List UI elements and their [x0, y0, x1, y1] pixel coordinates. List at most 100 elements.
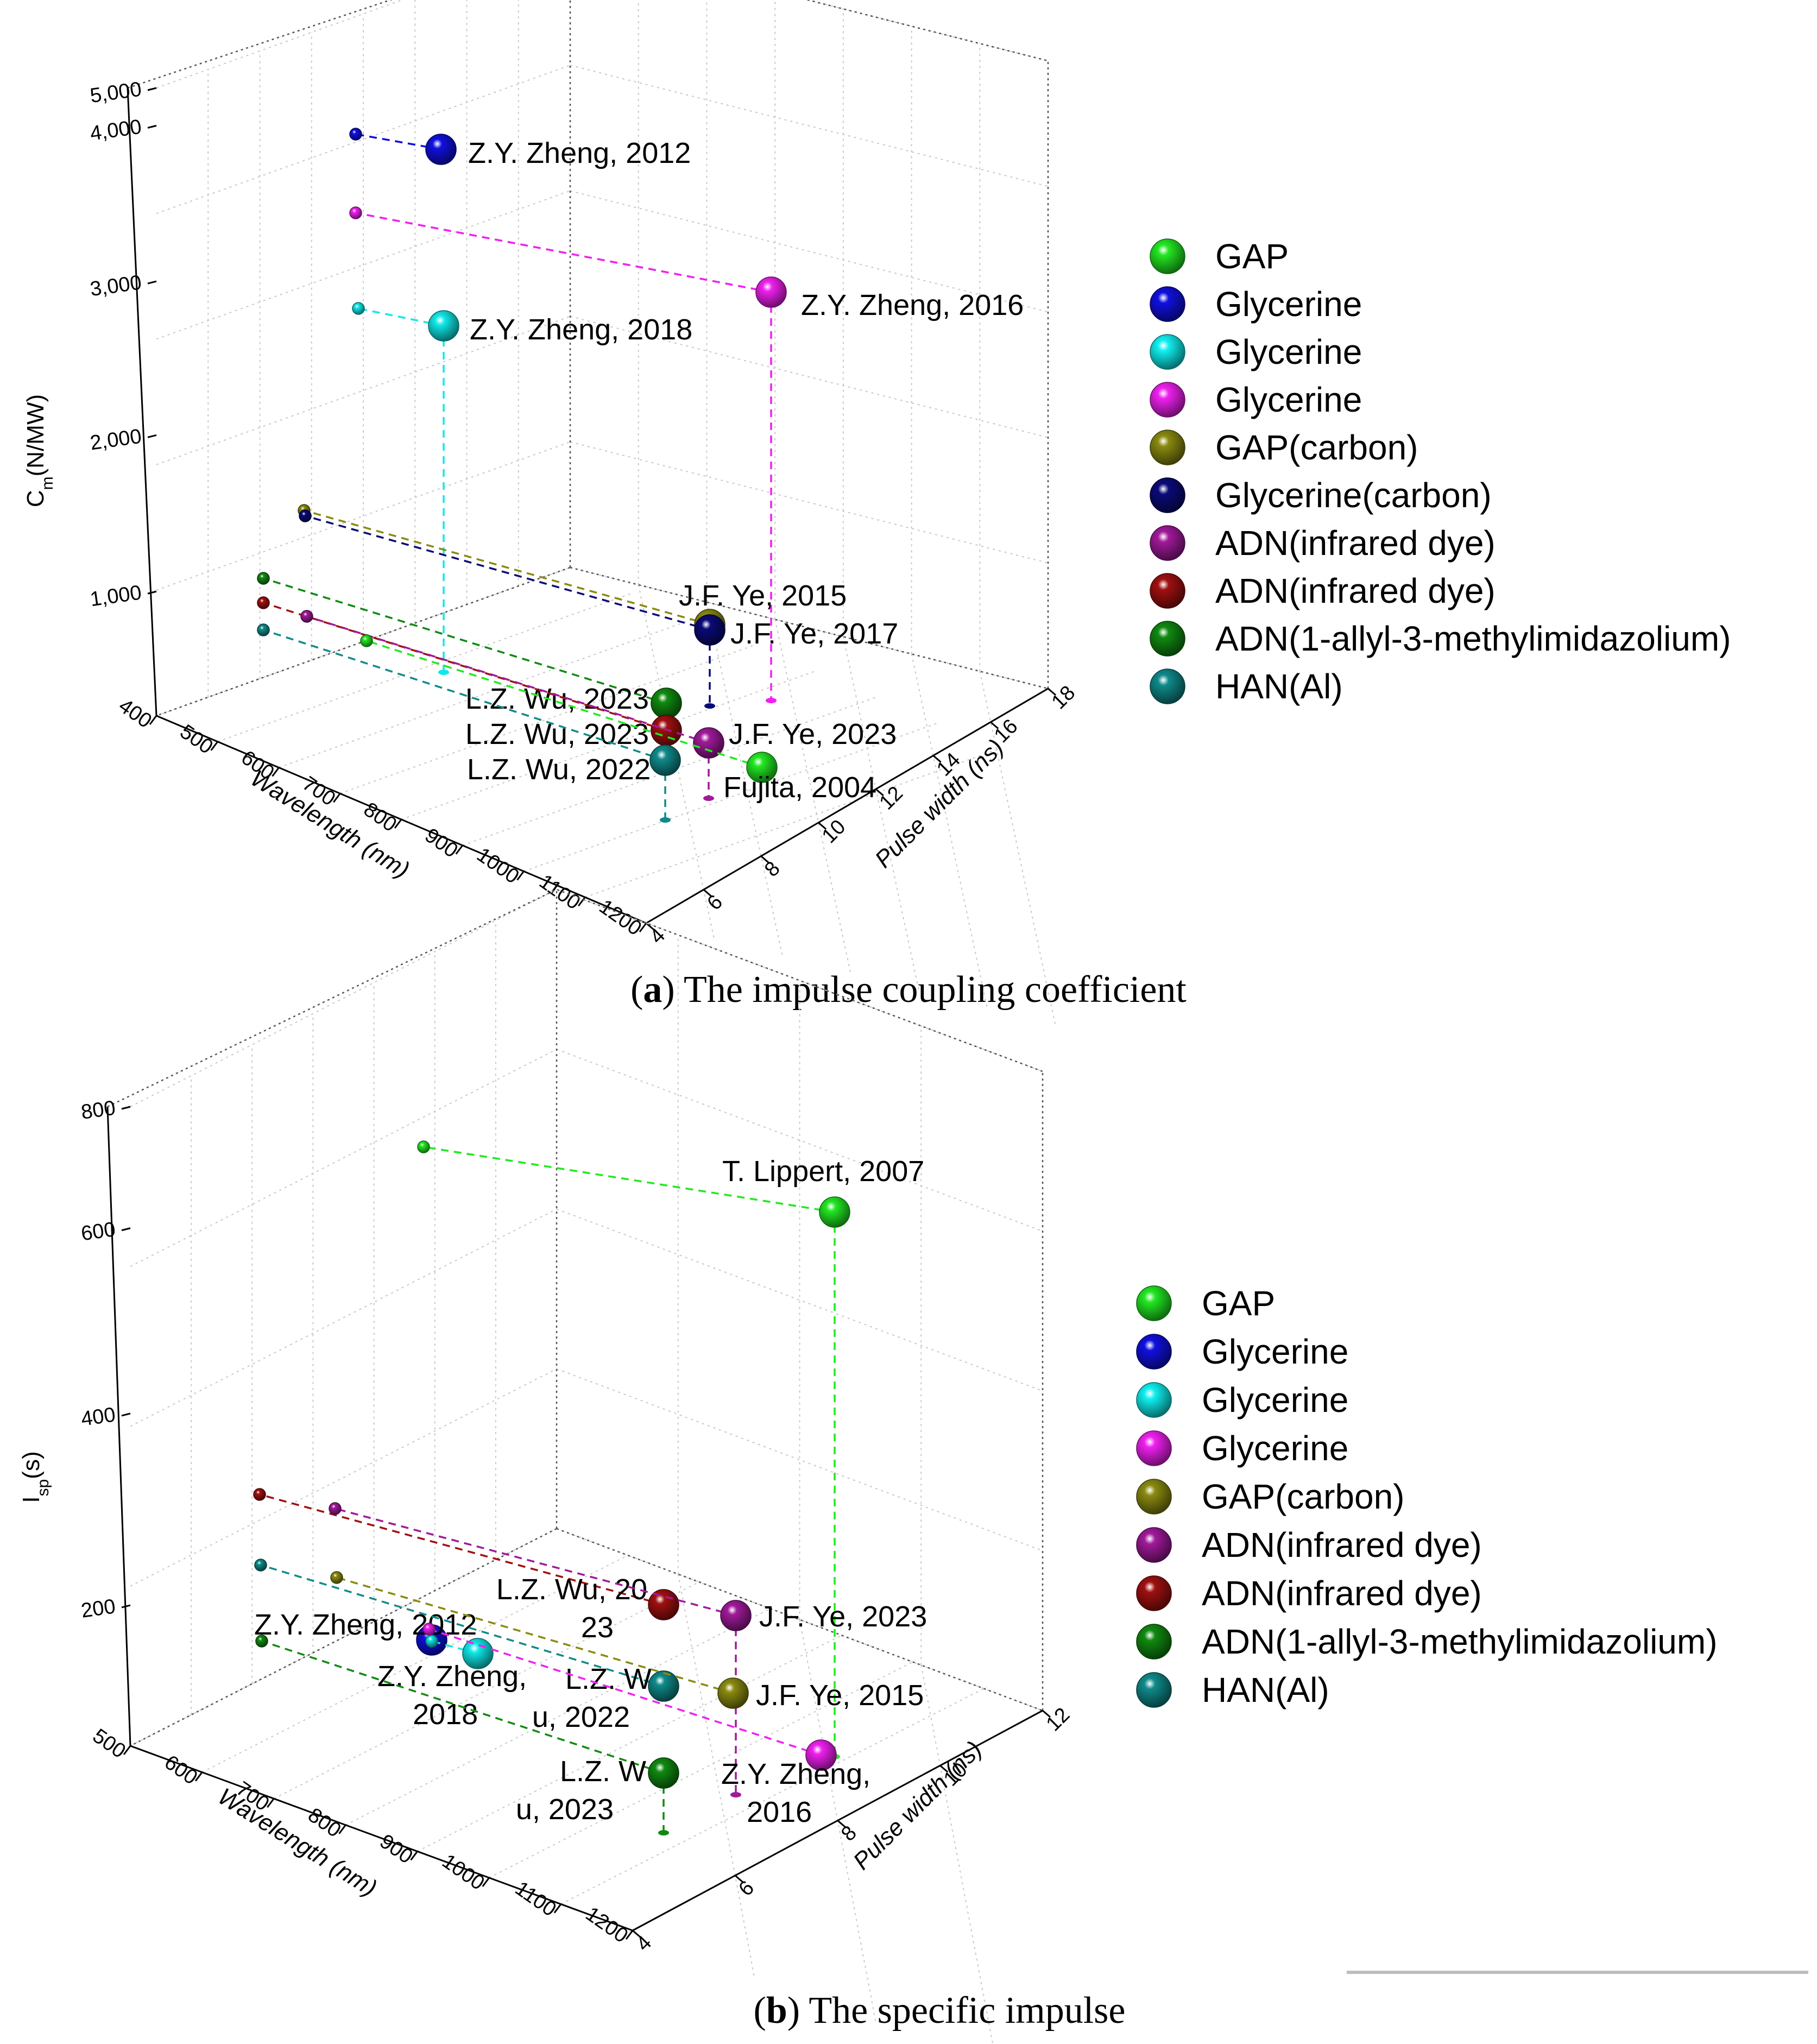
x-tick-label: 1000 [438, 1850, 488, 1895]
x-tick [482, 1877, 490, 1887]
point-wall-projection [255, 1635, 268, 1648]
y-tick-label: 4,000 [89, 116, 143, 146]
z-tick-label: 6 [703, 891, 727, 915]
point-wall-projection [425, 1635, 438, 1648]
data-point [648, 1589, 679, 1620]
point-label: T. Lippert, 2007 [722, 1155, 924, 1188]
x-tick-label: 500 [89, 1725, 130, 1763]
gridline-floor [911, 654, 988, 1010]
point-wall-projection [360, 634, 373, 647]
caption-paren: ( [630, 969, 643, 1011]
box-edge-top [127, 0, 1049, 89]
z-tick [818, 822, 827, 830]
legend-label: GAP(carbon) [1202, 1477, 1404, 1516]
gridline-floor [345, 1607, 772, 1826]
point-wall-line [263, 629, 666, 761]
point-label-line: L.Z. W [560, 1755, 646, 1788]
z-tick [932, 755, 942, 763]
z-tick-label: 8 [760, 857, 785, 881]
gridline-floor [401, 671, 816, 820]
z-tick [760, 855, 769, 863]
data-point [648, 1670, 679, 1702]
x-tick-label: 1000 [472, 843, 523, 888]
x-tick [625, 1930, 634, 1940]
data-point [694, 614, 725, 646]
z-tick [734, 1875, 743, 1883]
legend-label: ADN(1-allyl-3-methylimidazolium) [1202, 1622, 1718, 1661]
point-wall-projection [352, 302, 365, 315]
data-point [428, 310, 459, 342]
x-tick [639, 923, 647, 932]
point-label-line: L.Z. W [565, 1663, 652, 1695]
legend-label: Glycerine [1215, 332, 1362, 371]
data-point [755, 276, 787, 308]
x-tick [578, 897, 586, 907]
gridline-horizontal [130, 1208, 557, 1427]
point-label: Z.Y. Zheng, 2012 [468, 137, 691, 169]
data-point [649, 745, 681, 776]
y-axis-title: Isp(s) [18, 1451, 52, 1503]
box-edge-floor [570, 566, 1049, 690]
panel-caption: (a) The impulse coupling coefficient [630, 969, 1187, 1011]
data-point [651, 687, 682, 719]
z-tick-label: 12 [1042, 1704, 1075, 1736]
y-tick [121, 1604, 131, 1608]
point-label: Z.Y. Zheng, 2018 [377, 1660, 535, 1731]
point-wall-line [305, 515, 710, 631]
caption-paren: ( [754, 1990, 766, 2032]
y-tick [147, 87, 157, 91]
gridline-floor [489, 1660, 916, 1878]
point-label: Z.Y. Zheng, 2018 [470, 313, 692, 346]
y-tick-label: 600 [80, 1218, 117, 1245]
gridline-horizontal [570, 190, 1049, 313]
legend-marker [1150, 430, 1185, 465]
data-point [425, 134, 457, 165]
y-tick-label: 400 [80, 1403, 117, 1430]
point-wall-line [335, 1507, 736, 1617]
caption-paren: ) [662, 969, 674, 1011]
point-floor-projection [660, 817, 671, 823]
point-wall-projection [257, 572, 270, 585]
gridline-horizontal [156, 190, 571, 340]
point-wall-line [366, 640, 762, 768]
legend-marker [1150, 621, 1185, 657]
point-wall-line [304, 509, 710, 626]
gridline-horizontal [130, 889, 557, 1107]
gridline-horizontal [156, 65, 571, 215]
x-tick-label: 900 [375, 1830, 417, 1869]
z-axis-title: Pulse width (ns) [848, 1736, 987, 1875]
x-tick-label: 1200 [582, 1902, 632, 1947]
gridline-floor [584, 748, 999, 898]
point-wall-projection [253, 1488, 266, 1501]
z-tick [939, 1765, 949, 1773]
gridline-floor [462, 696, 877, 846]
point-label: Fujita, 2004 [723, 771, 876, 804]
point-label: L.Z. Wu, 2023 [465, 718, 649, 750]
point-wall-projection [422, 1623, 436, 1636]
y-axis [127, 87, 157, 716]
point-label: L.Z. W u, 2022 [532, 1663, 652, 1733]
gridline-floor [979, 671, 1057, 1027]
x-tick [394, 819, 402, 829]
gridline-horizontal [130, 1368, 557, 1587]
legend-label: ADN(1-allyl-3-methylimidazolium) [1215, 619, 1731, 658]
legend-marker [1150, 525, 1185, 561]
legend-marker [1136, 1285, 1172, 1321]
gridline-floor [339, 645, 754, 794]
y-tick-label: 2,000 [89, 425, 143, 455]
gridline-horizontal [570, 65, 1049, 187]
gridline-floor [279, 619, 693, 768]
y-tick [121, 1227, 131, 1232]
legend-label: ADN(infrared dye) [1215, 571, 1496, 610]
gridline-floor [706, 602, 784, 958]
legend-marker [1150, 238, 1185, 274]
gridline-floor [217, 592, 632, 742]
y-axis [106, 1106, 131, 1746]
y-tick [121, 1106, 131, 1110]
y-tick [121, 1412, 131, 1417]
point-wall-line [428, 1628, 822, 1756]
legend-marker [1150, 477, 1185, 513]
point-label: Z.Y. Zheng, 2012 [254, 1608, 477, 1641]
